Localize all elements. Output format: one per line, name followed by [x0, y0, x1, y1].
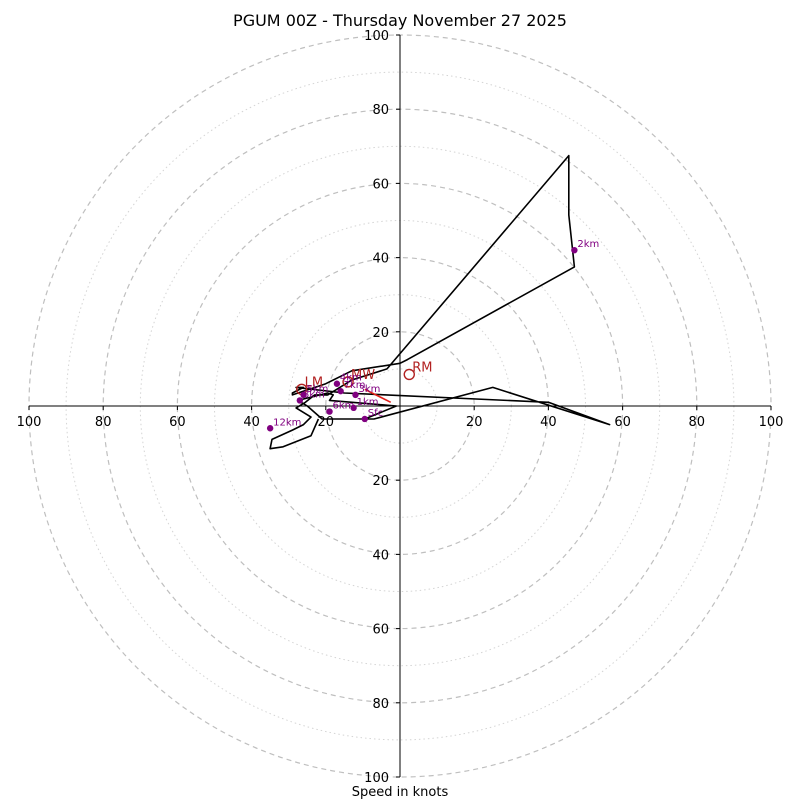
height-marker-point — [296, 397, 304, 404]
x-tick-label: 100 — [17, 415, 42, 430]
x-tick-label: 60 — [614, 415, 631, 430]
x-axis-label: Speed in knots — [352, 785, 449, 800]
axes — [29, 35, 771, 777]
y-tick-label: 40 — [372, 252, 389, 267]
height-marker-point — [326, 408, 333, 415]
height-marker-label: Sfc — [368, 408, 383, 419]
height-marker-label: 2km — [577, 239, 599, 250]
height-marker-label: 6km — [333, 401, 355, 412]
height-marker-label: 4km — [340, 373, 362, 384]
height-marker-label: 1km — [357, 397, 379, 408]
height-marker-point — [361, 415, 368, 423]
storm-motion-circle — [342, 376, 354, 388]
height-marker-label: 5km — [307, 384, 329, 395]
height-marker-point — [350, 404, 357, 412]
x-tick-label: 60 — [169, 415, 186, 430]
height-marker-point — [266, 425, 274, 432]
x-tick-label: 80 — [689, 415, 706, 430]
tick-labels: 100 80 60 40 20 20 40 60 80 100100806040202040608… — [17, 29, 784, 786]
height-marker-label: 8km — [303, 389, 325, 400]
x-tick-label: 40 — [243, 415, 260, 430]
height-marker-point — [337, 387, 344, 395]
chart-title: PGUM 00Z - Thursday November 27 2025 — [233, 11, 567, 30]
height-marker-point — [300, 391, 307, 399]
storm-motion-label: RM — [412, 360, 432, 375]
y-tick-label: 60 — [372, 177, 389, 192]
y-tick-label: 80 — [372, 697, 389, 712]
y-tick-label: 100 — [364, 771, 389, 786]
height-marker-label: 7km — [344, 380, 366, 391]
height-marker-label: 3km — [358, 384, 380, 395]
y-tick-label: 40 — [372, 548, 389, 563]
height-marker-point — [333, 380, 341, 387]
storm-motion-label: MW — [351, 368, 375, 383]
x-tick-label: 100 — [759, 415, 784, 430]
x-tick-label: 80 — [95, 415, 112, 430]
x-tick-label: 40 — [540, 415, 557, 430]
storm-motion-label: LM — [305, 375, 323, 390]
hodograph-trace — [269, 154, 611, 450]
storm-motion-circle — [403, 368, 415, 381]
storm-motion-markers: RM LM MW — [295, 360, 433, 396]
shear-vector — [364, 388, 392, 404]
height-marker-point — [571, 246, 578, 254]
y-tick-label: 60 — [372, 623, 389, 638]
y-tick-label: 100 — [364, 29, 389, 44]
y-tick-label: 20 — [372, 474, 389, 489]
hodograph-line — [269, 154, 611, 450]
x-tick-label: 20 — [466, 415, 483, 430]
height-marker-point — [352, 391, 359, 399]
height-marker-label: 12km — [273, 417, 301, 428]
y-tick-label: 80 — [372, 103, 389, 118]
y-tick-label: 20 — [372, 326, 389, 341]
